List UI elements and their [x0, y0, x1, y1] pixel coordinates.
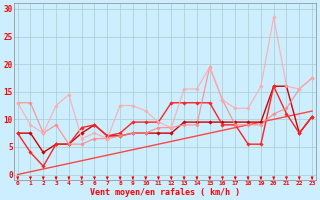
X-axis label: Vent moyen/en rafales ( km/h ): Vent moyen/en rafales ( km/h ): [90, 188, 240, 197]
